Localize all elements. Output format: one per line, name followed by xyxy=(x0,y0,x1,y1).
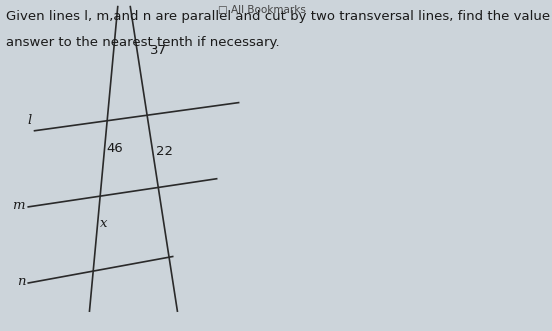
Text: 22: 22 xyxy=(156,145,173,158)
Text: 46: 46 xyxy=(107,142,124,155)
Text: l: l xyxy=(27,115,31,127)
Text: x: x xyxy=(100,217,107,230)
Text: 37: 37 xyxy=(150,44,167,58)
Text: m: m xyxy=(13,199,25,212)
Text: □ All Bookmarks: □ All Bookmarks xyxy=(218,5,306,15)
Text: n: n xyxy=(17,275,25,288)
Text: Given lines l, m,and n are parallel and cut by two transversal lines, find the v: Given lines l, m,and n are parallel and … xyxy=(6,10,552,23)
Text: answer to the nearest tenth if necessary.: answer to the nearest tenth if necessary… xyxy=(6,36,279,49)
